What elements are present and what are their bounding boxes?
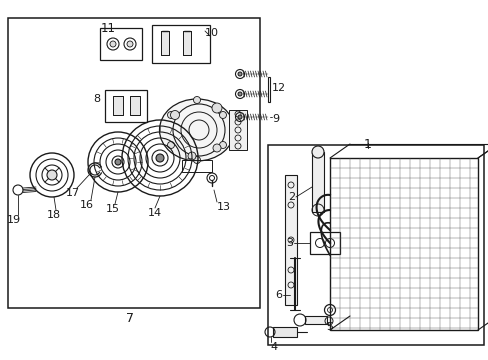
Text: 8: 8 [93,94,101,104]
Text: 1: 1 [364,138,371,151]
Bar [228,110,246,150]
Bar [329,158,477,330]
Bar [105,90,147,122]
Text: 14: 14 [148,208,162,218]
Circle shape [187,152,196,160]
Circle shape [238,72,242,76]
Text: 13: 13 [217,202,230,212]
Circle shape [170,111,179,120]
Text: 3: 3 [285,238,292,248]
Circle shape [47,170,57,180]
Circle shape [115,159,121,165]
Text: 5: 5 [326,322,333,332]
Text: 10: 10 [204,28,219,38]
Bar [152,25,209,63]
Text: 6: 6 [274,290,282,300]
Circle shape [156,154,163,162]
Bar [183,31,191,55]
Circle shape [219,141,226,148]
Text: 15: 15 [106,204,120,214]
Text: 2: 2 [287,192,294,202]
Bar [309,232,339,254]
Circle shape [167,141,174,148]
Text: 16: 16 [80,200,94,210]
Text: 4: 4 [269,342,277,352]
Bar [130,96,140,115]
Bar [272,327,296,337]
Text: 11: 11 [101,22,115,35]
Bar [285,175,296,305]
Text: 12: 12 [271,83,285,93]
Circle shape [110,41,116,47]
Bar [311,152,324,212]
Bar [161,31,169,55]
Circle shape [238,115,242,119]
Circle shape [212,103,222,113]
Text: 18: 18 [47,210,61,220]
Circle shape [127,41,133,47]
Text: 7: 7 [126,312,134,325]
Text: 9: 9 [271,114,279,124]
Circle shape [213,144,221,152]
Circle shape [167,112,174,118]
Bar [267,77,269,102]
Text: 17: 17 [66,188,80,198]
Text: 19: 19 [7,215,21,225]
Circle shape [238,92,242,96]
Circle shape [193,96,200,104]
Circle shape [311,146,324,158]
Ellipse shape [159,99,234,161]
Bar [182,160,212,172]
Bar [267,145,483,345]
Bar [8,18,260,308]
Circle shape [219,112,226,118]
Bar [305,316,326,324]
Circle shape [193,157,200,163]
Bar [100,28,142,60]
Bar [113,96,123,115]
